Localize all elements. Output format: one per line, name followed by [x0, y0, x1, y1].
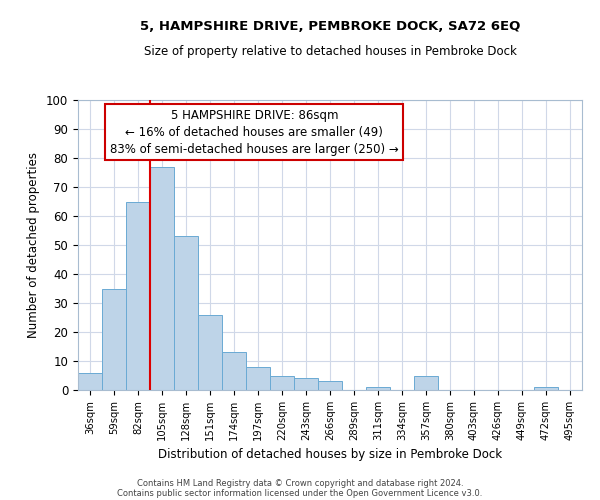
Bar [126, 202, 150, 390]
Bar [102, 288, 126, 390]
Text: 5, HAMPSHIRE DRIVE, PEMBROKE DOCK, SA72 6EQ: 5, HAMPSHIRE DRIVE, PEMBROKE DOCK, SA72 … [140, 20, 520, 33]
X-axis label: Distribution of detached houses by size in Pembroke Dock: Distribution of detached houses by size … [158, 448, 502, 462]
Bar [78, 372, 102, 390]
Bar [174, 236, 198, 390]
Bar [246, 367, 270, 390]
Bar [270, 376, 294, 390]
Text: Size of property relative to detached houses in Pembroke Dock: Size of property relative to detached ho… [143, 45, 517, 58]
Text: Contains HM Land Registry data © Crown copyright and database right 2024.: Contains HM Land Registry data © Crown c… [137, 478, 463, 488]
Bar [198, 314, 222, 390]
Y-axis label: Number of detached properties: Number of detached properties [28, 152, 40, 338]
Text: 5 HAMPSHIRE DRIVE: 86sqm
← 16% of detached houses are smaller (49)
83% of semi-d: 5 HAMPSHIRE DRIVE: 86sqm ← 16% of detach… [110, 108, 399, 156]
Bar [294, 378, 318, 390]
Bar [366, 387, 390, 390]
Text: Contains public sector information licensed under the Open Government Licence v3: Contains public sector information licen… [118, 488, 482, 498]
Bar [222, 352, 246, 390]
Bar [318, 382, 342, 390]
Bar [534, 387, 558, 390]
Bar [414, 376, 438, 390]
Bar [150, 166, 174, 390]
